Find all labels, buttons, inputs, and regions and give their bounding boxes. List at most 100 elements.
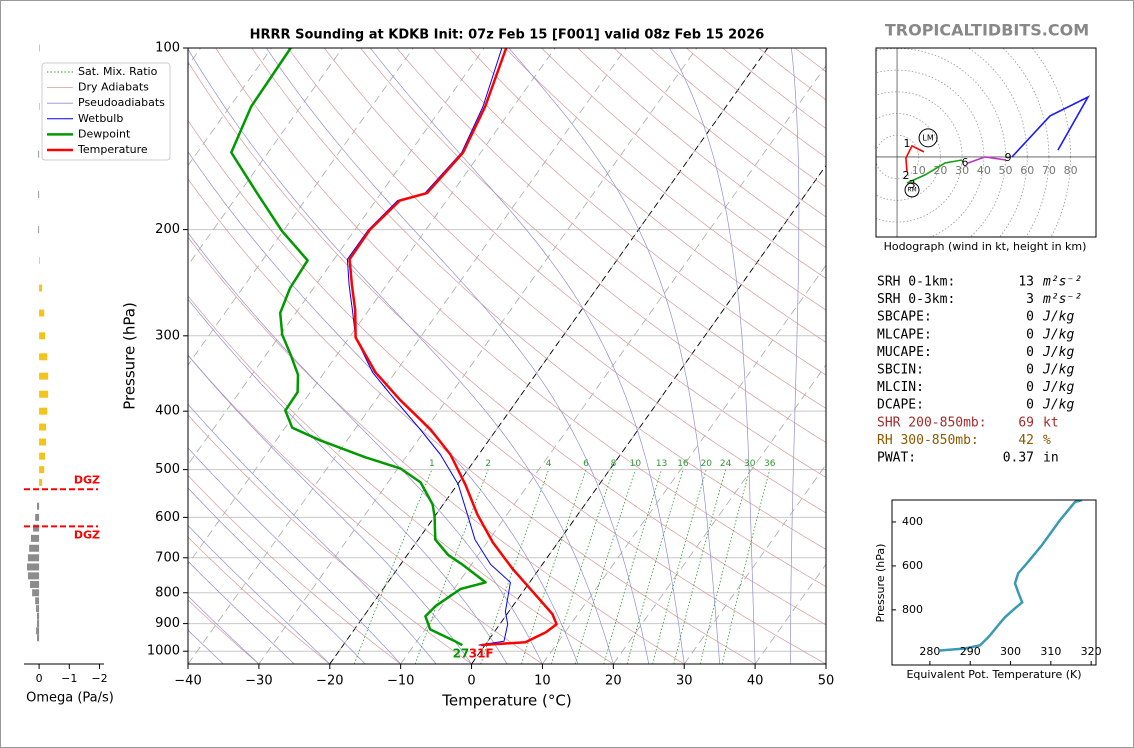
legend-label: Wetbulb <box>78 112 123 125</box>
surface-temperature-label: 31F <box>469 647 494 661</box>
omega-bar <box>27 554 40 562</box>
omega-tick-label: 0 <box>36 672 43 685</box>
hodograph-trace <box>1011 95 1090 158</box>
omega-bar <box>39 102 40 110</box>
y-tick-label: 100 <box>155 41 180 56</box>
key-isotherm <box>471 164 826 664</box>
mixing-ratio-line <box>699 469 751 664</box>
y-tick-label: 300 <box>155 328 180 343</box>
omega-bar <box>39 284 43 292</box>
storm-motion-marker <box>918 128 938 148</box>
index-value: 0 <box>1026 345 1034 360</box>
omega-bar <box>39 44 40 52</box>
y-tick-label: 900 <box>155 616 180 631</box>
index-unit: kt <box>1043 415 1059 430</box>
dry-adiabat <box>251 48 826 550</box>
pseudoadiabat <box>266 48 650 664</box>
hodograph-caption: Hodograph (wind in kt, height in km) <box>884 240 1087 253</box>
omega-bar <box>39 466 45 474</box>
index-label: SBCAPE: <box>877 310 932 325</box>
omega-bar <box>38 191 40 199</box>
omega-bar <box>39 309 45 317</box>
mixing-ratio-line <box>550 469 614 664</box>
index-unit: J/kg <box>1042 398 1074 413</box>
omega-bar <box>39 372 49 380</box>
mixing-ratio-line <box>626 469 684 664</box>
index-label: SHR 200-850mb: <box>877 415 987 430</box>
mixing-ratio-label: 2 <box>485 459 491 469</box>
index-label: DCAPE: <box>877 398 924 413</box>
theta-plot <box>939 500 1083 652</box>
x-axis-label: Temperature (°C) <box>441 692 571 710</box>
omega-bar <box>33 524 40 532</box>
theta-x-tick-label: 310 <box>1040 645 1061 658</box>
omega-bar <box>39 390 49 398</box>
mixing-ratio-label: 20 <box>701 459 713 469</box>
mixing-ratio-line <box>521 469 587 664</box>
y-tick-label: 700 <box>155 550 180 565</box>
mixing-ratio-label: 13 <box>656 459 667 469</box>
hodograph-ring-label: 30 <box>955 164 969 177</box>
theta-frame <box>891 499 1097 666</box>
omega-bar <box>36 612 40 620</box>
theta-y-tick-label: 800 <box>902 603 923 616</box>
pseudoadiabat <box>188 403 437 664</box>
x-tick-label: 30 <box>676 674 693 689</box>
mixing-ratio-label: 30 <box>744 459 756 469</box>
skewt-plot: 1 2 4 6 8 10 13 16 20 24 30 36 <box>188 48 826 664</box>
hodograph-trace <box>905 144 925 172</box>
x-tick-label: 20 <box>605 674 622 689</box>
pseudoadiabat <box>188 560 295 664</box>
mixing-ratio-label: 36 <box>764 459 776 469</box>
hodograph-ring-label: 80 <box>1064 164 1078 177</box>
height-label: 9 <box>1005 151 1012 164</box>
omega-bar <box>39 423 47 431</box>
mixing-ratio-label: 16 <box>677 459 689 469</box>
theta-x-tick-label: 280 <box>919 645 940 658</box>
x-tick-label: 50 <box>818 674 835 689</box>
hodograph-trace <box>906 159 963 184</box>
dry-adiabat <box>188 536 331 664</box>
isotherm <box>258 48 698 664</box>
index-unit: m²s⁻² <box>1042 275 1082 290</box>
isotherm <box>188 48 343 266</box>
index-value: 0 <box>1026 310 1034 325</box>
legend-label: Pseudoadiabats <box>78 96 165 109</box>
isotherm <box>400 65 826 664</box>
index-value: 13 <box>1018 275 1034 290</box>
index-unit: % <box>1043 433 1051 448</box>
pseudoadiabat <box>668 48 756 664</box>
omega-bar <box>35 513 40 521</box>
mixing-ratio-line <box>673 469 726 664</box>
dgz-label: DGZ <box>74 473 100 486</box>
mixing-ratio-label: 6 <box>583 459 589 469</box>
isotherm <box>188 48 272 167</box>
theta-x-tick-label: 300 <box>1000 645 1021 658</box>
index-label: SBCIN: <box>877 363 924 378</box>
mixing-ratio-label: 10 <box>630 459 642 469</box>
mixing-ratio-line <box>603 469 662 664</box>
storm-motion-marker <box>904 182 920 198</box>
pseudoadiabat <box>188 595 260 664</box>
dry-adiabat <box>613 48 826 218</box>
omega-bar <box>39 438 47 446</box>
mixing-ratio-line <box>652 469 707 664</box>
index-value: 0 <box>1026 327 1034 342</box>
x-tick-label: 0 <box>467 674 475 689</box>
omega-bar <box>39 407 48 415</box>
isotherm <box>542 264 826 664</box>
omega-bar <box>36 605 40 613</box>
y-tick-label: 400 <box>155 404 180 419</box>
index-value: 0 <box>1026 398 1034 413</box>
omega-bar <box>39 478 43 486</box>
sounding-line <box>230 48 487 647</box>
omega-bar <box>38 150 40 158</box>
theta-x-tick-label: 320 <box>1081 645 1102 658</box>
index-label: SRH 0-1km: <box>877 275 955 290</box>
omega-bar <box>36 502 40 510</box>
pseudoadiabat <box>188 354 472 664</box>
index-label: MLCAPE: <box>877 327 932 342</box>
dry-adiabat <box>650 48 826 188</box>
watermark: TROPICALTIDBITS.COM <box>885 21 1089 40</box>
